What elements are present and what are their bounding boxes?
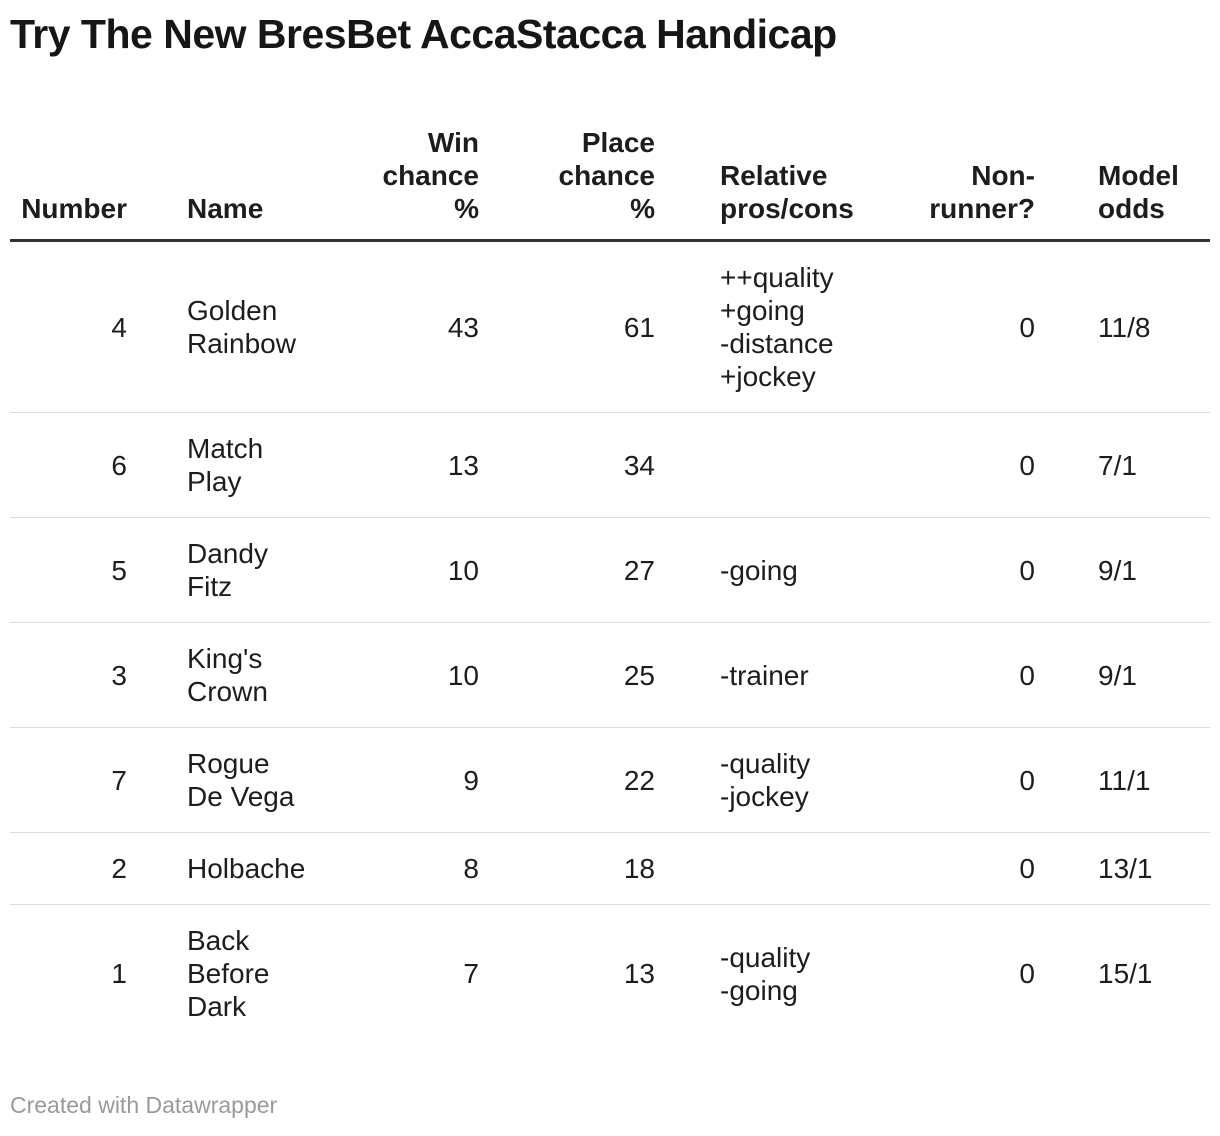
cell-model-odds: 9/1 (1065, 517, 1210, 623)
column-header-model-odds: Model odds (1065, 112, 1210, 242)
cell-win-chance: 8 (340, 832, 490, 905)
table-row: 2 Holbache 8 18 0 13/1 (10, 832, 1210, 905)
cell-place-chance: 13 (623, 958, 655, 989)
cell-pros-cons: ++quality +going -distance +jockey (690, 240, 890, 413)
cell-model-odds: 9/1 (1065, 622, 1210, 728)
chart-title: Try The New BresBet AccaStacca Handicap (10, 11, 837, 57)
cell-place-chance: 61 (490, 240, 690, 413)
cell-model-odds: 15/1 (1098, 958, 1153, 989)
cell-number: 5 (10, 517, 155, 623)
cell-pros-cons: -going (690, 517, 890, 623)
cell-name: Dandy Fitz (155, 517, 340, 623)
cell-place-chance: 25 (490, 622, 690, 728)
cell-non-runner: 0 (890, 622, 1065, 728)
table-header: Number Name Win chance % Place chance % … (10, 112, 1210, 242)
cell-non-runner: 0 (890, 240, 1065, 413)
cell-name: Golden Rainbow (155, 240, 340, 413)
table-row: 3 King's Crown 10 25 -trainer 0 9/1 (10, 622, 1210, 728)
cell-model-odds: 11/8 (1065, 240, 1210, 413)
cell-pros-cons: -quality -going (720, 941, 811, 1006)
table-row: 1 Back Before Dark 7 13 -quality -going … (10, 905, 1210, 1043)
datawrapper-credit: Created with Datawrapper (10, 1092, 278, 1118)
cell-number: 4 (10, 240, 155, 413)
table-row: 4 Golden Rainbow 43 61 ++quality +going … (10, 240, 1210, 413)
cell-number: 3 (10, 622, 155, 728)
column-header-pros-cons: Relative pros/cons (690, 112, 890, 242)
cell-non-runner: 0 (890, 517, 1065, 623)
table-body: 4 Golden Rainbow 43 61 ++quality +going … (10, 240, 1210, 1043)
chart-container: Try The New BresBet AccaStacca Handicap … (0, 12, 1220, 1119)
cell-number: 1 (111, 958, 127, 989)
header-row: Number Name Win chance % Place chance % … (10, 112, 1210, 242)
cell-win-chance: 10 (340, 622, 490, 728)
cell-name: Back Before Dark (187, 925, 270, 1022)
cell-name: Match Play (155, 412, 340, 518)
cell-name: Holbache (155, 832, 340, 905)
cell-number: 2 (10, 832, 155, 905)
cell-win-chance: 9 (340, 727, 490, 833)
table-row: 5 Dandy Fitz 10 27 -going 0 9/1 (10, 517, 1210, 623)
cell-place-chance: 27 (490, 517, 690, 623)
cell-non-runner: 0 (890, 727, 1065, 833)
cell-name: King's Crown (155, 622, 340, 728)
cell-win-chance: 13 (340, 412, 490, 518)
cell-number: 6 (10, 412, 155, 518)
cell-win-chance: 10 (340, 517, 490, 623)
cell-model-odds: 11/1 (1065, 727, 1210, 833)
column-header-number: Number (10, 112, 155, 242)
cell-pros-cons (690, 832, 890, 905)
cell-number: 7 (10, 727, 155, 833)
cell-place-chance: 22 (490, 727, 690, 833)
cell-place-chance: 34 (490, 412, 690, 518)
cell-non-runner: 0 (890, 832, 1065, 905)
table-row: 7 Rogue De Vega 9 22 -quality -jockey 0 … (10, 727, 1210, 833)
cell-model-odds: 7/1 (1065, 412, 1210, 518)
cell-non-runner: 0 (890, 412, 1065, 518)
cell-pros-cons: -quality -jockey (690, 727, 890, 833)
column-header-place-chance: Place chance % (490, 112, 690, 242)
column-header-name: Name (155, 112, 340, 242)
column-header-win-chance: Win chance % (340, 112, 490, 242)
cell-place-chance: 18 (490, 832, 690, 905)
cell-non-runner: 0 (1019, 958, 1035, 989)
cell-name: Rogue De Vega (155, 727, 340, 833)
cell-model-odds: 13/1 (1065, 832, 1210, 905)
column-header-non-runner: Non- runner? (890, 112, 1065, 242)
cell-pros-cons: -trainer (690, 622, 890, 728)
table-row: 6 Match Play 13 34 0 7/1 (10, 412, 1210, 518)
cell-pros-cons (690, 412, 890, 518)
handicap-table: Number Name Win chance % Place chance % … (10, 112, 1210, 1042)
cell-win-chance: 7 (463, 958, 479, 989)
cell-win-chance: 43 (340, 240, 490, 413)
